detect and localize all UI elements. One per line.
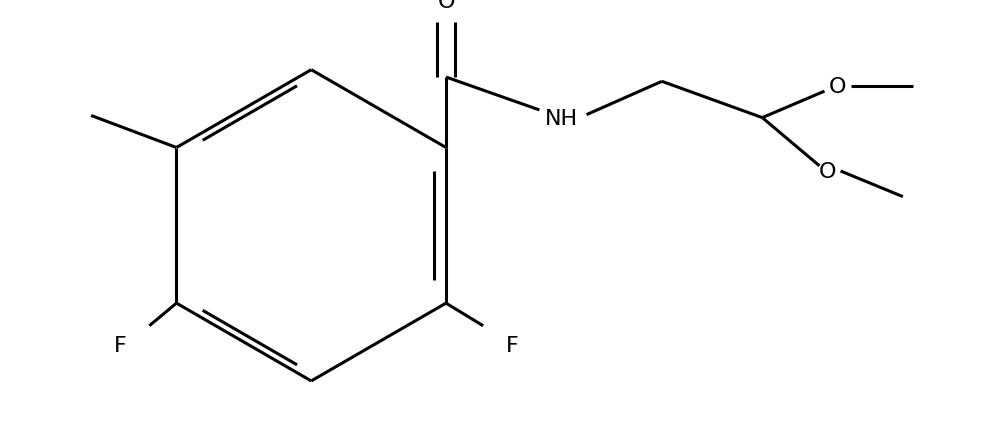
Text: O: O <box>828 76 846 96</box>
Text: F: F <box>506 335 519 355</box>
Text: F: F <box>113 335 126 355</box>
Text: O: O <box>818 161 835 181</box>
Text: NH: NH <box>545 108 578 128</box>
Text: O: O <box>437 0 454 12</box>
